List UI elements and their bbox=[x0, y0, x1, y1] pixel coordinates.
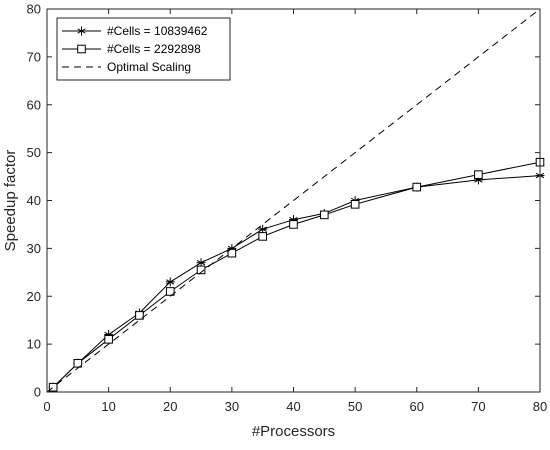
data-point bbox=[104, 335, 113, 344]
plot-frame bbox=[46, 8, 541, 393]
y-axis-label: Speedup factor bbox=[2, 150, 19, 252]
x-tick-label: 30 bbox=[225, 399, 239, 414]
ticks-layer: 0 10 20 30 40 50 60 70 80 0 10 20 30 40 50 60 70 80 bbox=[27, 2, 548, 415]
y-tick-label: 70 bbox=[27, 49, 41, 64]
series-1 bbox=[48, 157, 545, 392]
y-tick-label: 10 bbox=[27, 337, 41, 352]
data-point bbox=[320, 210, 329, 220]
data-point bbox=[165, 287, 175, 296]
data-point bbox=[412, 182, 422, 192]
series-line bbox=[52, 175, 541, 388]
x-tick-label: 60 bbox=[410, 399, 424, 414]
x-tick-label: 50 bbox=[348, 399, 362, 414]
y-tick-label: 30 bbox=[27, 241, 41, 256]
legend: #Cells = 10839462 #Cells = 2292898 Optimal… bbox=[56, 17, 231, 81]
y-tick-label: 0 bbox=[34, 385, 41, 400]
y-tick-label: 50 bbox=[27, 145, 41, 160]
x-tick-label: 0 bbox=[43, 399, 50, 414]
y-tick-label: 60 bbox=[27, 97, 41, 112]
series-2 bbox=[46, 8, 541, 393]
data-point bbox=[474, 170, 483, 179]
y-tick-label: 20 bbox=[27, 289, 41, 304]
series-line bbox=[46, 8, 541, 393]
x-axis-label: #Processors bbox=[252, 423, 335, 440]
labels-layer: #Processors Speedup factor bbox=[2, 150, 335, 440]
x-tick-label: 80 bbox=[533, 399, 547, 414]
y-tick-label: 80 bbox=[27, 2, 41, 17]
data-point bbox=[135, 311, 144, 320]
x-tick-label: 20 bbox=[163, 399, 177, 414]
series-line bbox=[52, 161, 541, 388]
data-point bbox=[196, 265, 206, 275]
data-point bbox=[258, 232, 267, 241]
data-point bbox=[196, 258, 206, 268]
legend-label: #Cells = 10839462 bbox=[107, 24, 208, 38]
legend-marker bbox=[77, 26, 86, 36]
y-tick-label: 40 bbox=[27, 193, 41, 208]
x-tick-label: 70 bbox=[471, 399, 485, 414]
data-point bbox=[289, 220, 298, 229]
x-tick-label: 10 bbox=[101, 399, 115, 414]
data-point bbox=[165, 277, 175, 287]
data-point bbox=[258, 224, 268, 234]
series-0 bbox=[48, 171, 545, 392]
legend-item: #Cells = 10839462 bbox=[62, 24, 208, 38]
data-point bbox=[73, 358, 83, 368]
legend-label: #Cells = 2292898 bbox=[107, 42, 201, 56]
data-point bbox=[48, 382, 58, 392]
data-point bbox=[350, 200, 360, 209]
x-tick-label: 40 bbox=[286, 399, 300, 414]
legend-item: #Cells = 2292898 bbox=[62, 42, 201, 56]
data-point bbox=[227, 248, 237, 258]
series-layer bbox=[46, 8, 545, 393]
legend-marker bbox=[77, 44, 86, 54]
legend-label: Optimal Scaling bbox=[107, 60, 191, 74]
legend-item: Optimal Scaling bbox=[62, 60, 191, 74]
